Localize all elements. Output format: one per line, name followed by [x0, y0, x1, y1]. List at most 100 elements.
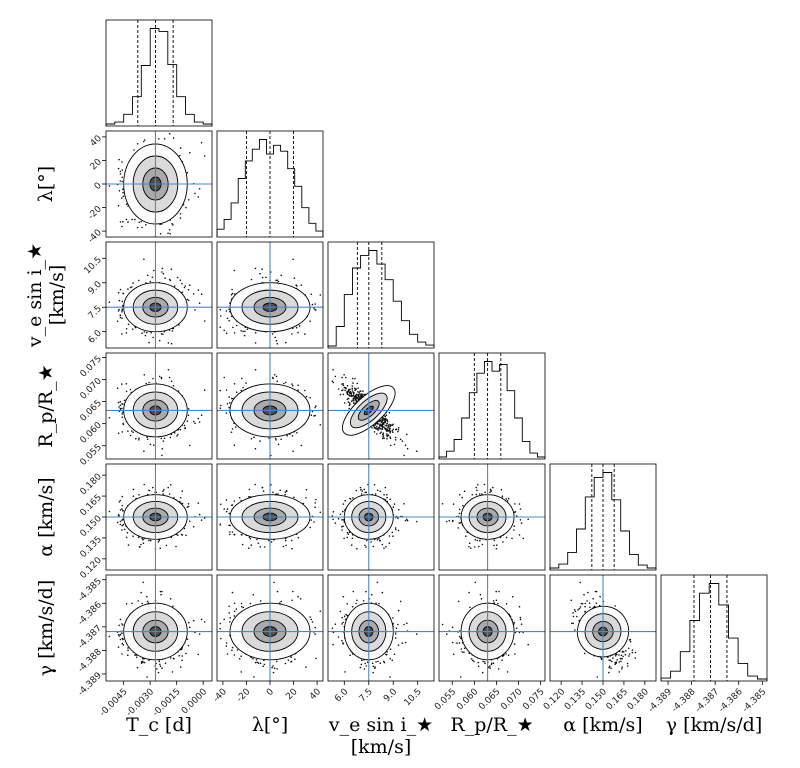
- sample-point: [280, 274, 283, 277]
- sample-point: [121, 413, 123, 415]
- sample-point: [254, 331, 257, 334]
- sample-point: [343, 374, 345, 376]
- sample-point: [298, 325, 301, 327]
- sample-point: [342, 393, 345, 396]
- sample-point: [117, 401, 120, 404]
- sample-point: [145, 224, 147, 226]
- sample-point: [122, 423, 125, 426]
- sample-point: [271, 333, 274, 335]
- sample-point: [118, 190, 121, 192]
- sample-point: [242, 386, 244, 389]
- sample-point: [355, 388, 357, 391]
- sample-point: [334, 375, 337, 378]
- sample-point: [382, 435, 384, 438]
- sample-point: [379, 427, 382, 430]
- sample-point: [415, 450, 418, 453]
- sample-point: [388, 430, 390, 432]
- sample-point: [138, 279, 140, 282]
- sample-point: [226, 403, 229, 405]
- sample-point: [189, 284, 191, 287]
- sample-point: [220, 404, 222, 407]
- sample-point: [131, 328, 134, 331]
- sample-point: [121, 180, 124, 183]
- sample-point: [353, 397, 356, 399]
- sample-point: [121, 529, 123, 531]
- sample-point: [152, 336, 154, 339]
- sample-point: [126, 531, 129, 534]
- sample-point: [389, 425, 392, 428]
- sample-point: [311, 303, 314, 306]
- sample-point: [198, 421, 201, 423]
- sample-point: [143, 331, 146, 333]
- sample-point: [118, 299, 121, 302]
- sample-point: [136, 226, 139, 229]
- sample-point: [230, 431, 233, 434]
- sample-point: [357, 394, 359, 396]
- sample-point: [119, 407, 122, 410]
- sample-point: [250, 278, 253, 281]
- panel-Tc-Tc: [105, 19, 213, 127]
- panel-rprs-Tc: [105, 352, 213, 460]
- sample-point: [223, 329, 225, 332]
- sample-point: [380, 423, 382, 426]
- sample-point: [119, 173, 122, 175]
- sample-point: [242, 330, 244, 333]
- sample-point: [254, 369, 257, 371]
- sample-point: [378, 423, 380, 425]
- sample-point: [140, 543, 142, 546]
- sample-point: [381, 428, 384, 430]
- sample-point: [161, 271, 163, 273]
- sample-point: [187, 288, 190, 291]
- sample-point: [346, 393, 349, 396]
- sample-point: [241, 377, 243, 380]
- sample-point: [397, 427, 400, 429]
- sample-point: [354, 377, 356, 380]
- sample-point: [219, 389, 221, 392]
- sample-point: [118, 158, 120, 161]
- sample-point: [380, 425, 382, 427]
- sample-point: [162, 333, 164, 335]
- sample-point: [259, 440, 261, 442]
- sample-point: [125, 536, 128, 539]
- sample-point: [162, 440, 165, 442]
- sample-point: [397, 429, 400, 431]
- sample-point: [226, 508, 229, 510]
- sample-point: [116, 521, 119, 524]
- sample-point: [138, 546, 141, 548]
- sample-point: [164, 277, 166, 279]
- sample-point: [284, 493, 286, 496]
- sample-point: [291, 333, 293, 335]
- sample-point: [225, 332, 228, 335]
- sample-point: [310, 414, 313, 417]
- sample-point: [233, 269, 236, 272]
- sample-point: [121, 161, 123, 163]
- sample-point: [350, 400, 353, 403]
- sample-point: [392, 428, 395, 431]
- sample-point: [129, 388, 132, 391]
- sample-point: [108, 185, 111, 187]
- sample-point: [220, 503, 222, 506]
- panel-alpha-Tc: [105, 463, 213, 571]
- panel-vsini-Tc: [105, 241, 213, 349]
- sample-point: [121, 300, 124, 303]
- sample-point: [144, 334, 147, 337]
- sample-point: [186, 172, 189, 174]
- sample-point: [401, 440, 404, 442]
- sample-point: [197, 289, 200, 292]
- panel-frame: [105, 19, 213, 127]
- sample-point: [184, 427, 186, 430]
- sample-point: [172, 224, 174, 226]
- sample-point: [297, 331, 299, 334]
- sample-point: [119, 520, 122, 523]
- sample-point: [143, 483, 145, 486]
- sample-point: [371, 427, 373, 429]
- sample-point: [143, 258, 145, 261]
- sample-point: [389, 432, 391, 434]
- sample-point: [314, 303, 317, 305]
- sample-point: [361, 394, 364, 397]
- sample-point: [187, 414, 190, 417]
- sample-point: [119, 180, 122, 182]
- sample-point: [264, 546, 266, 548]
- sample-point: [292, 450, 294, 453]
